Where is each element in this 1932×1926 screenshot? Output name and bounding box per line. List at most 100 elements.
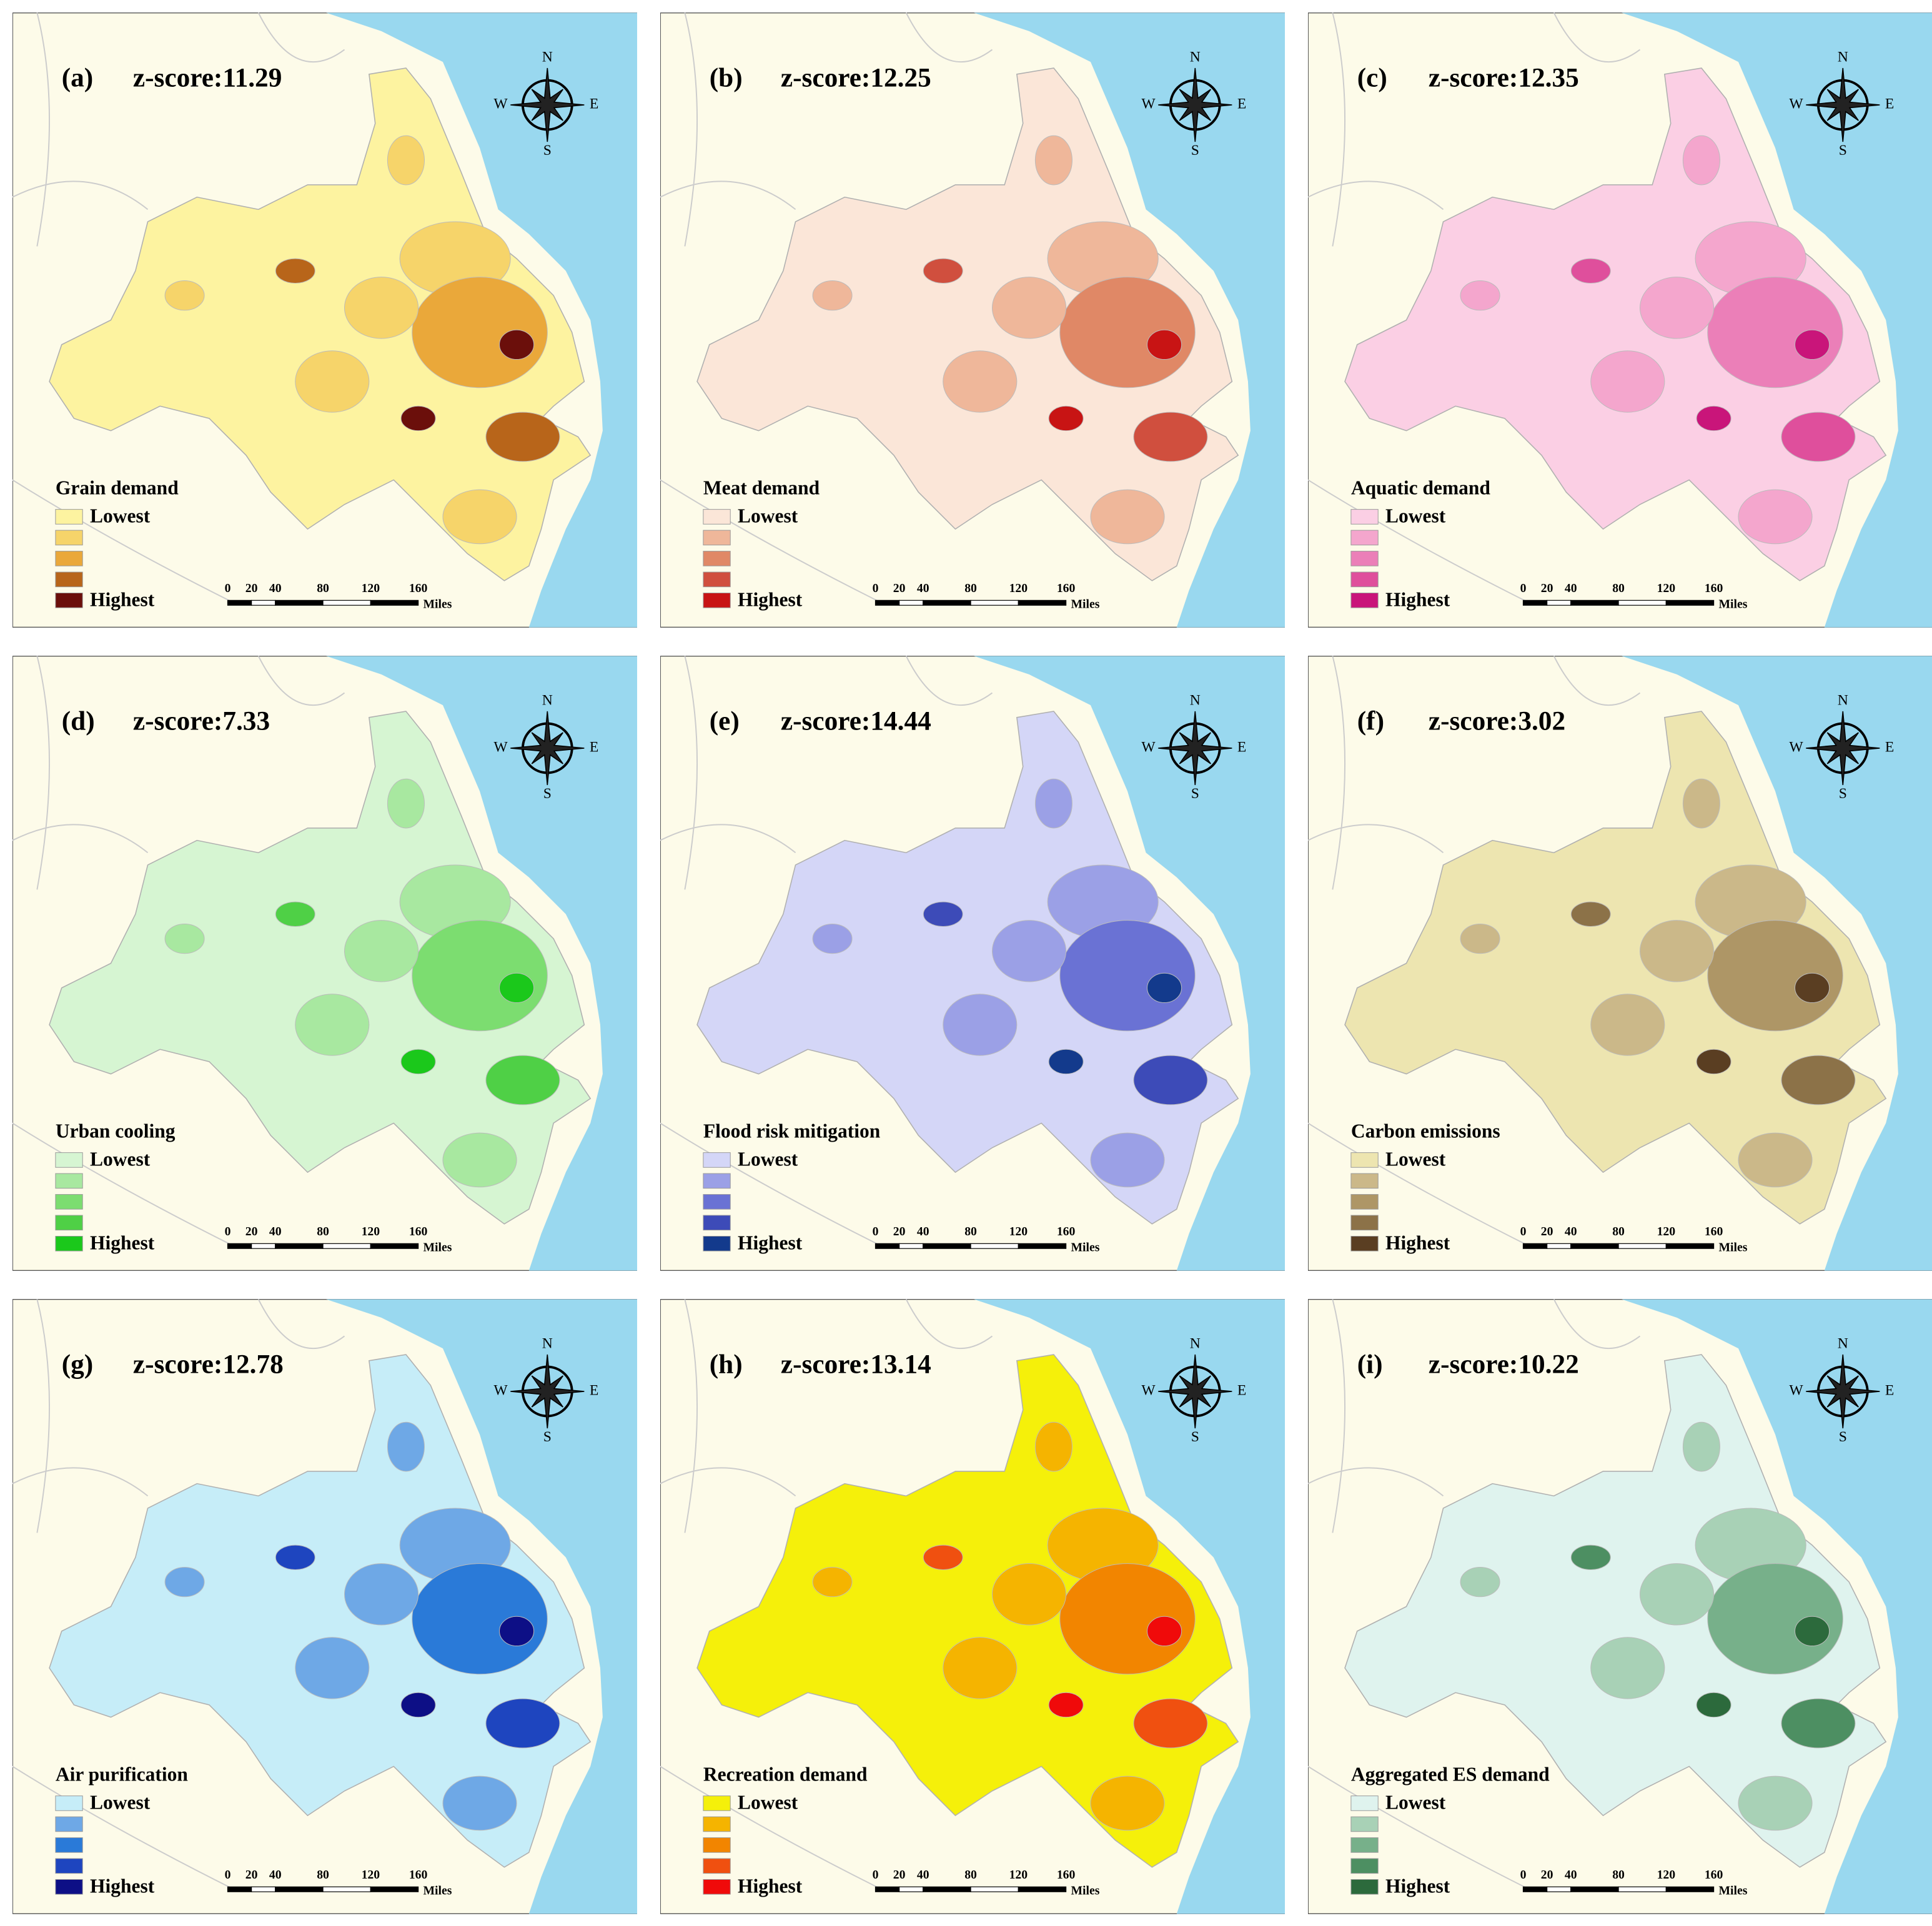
scale-label: 0 — [873, 1225, 879, 1238]
scale-label: 0 — [225, 1225, 231, 1238]
scale-label: 160 — [1705, 1225, 1723, 1238]
district-area — [1460, 1567, 1500, 1598]
compass-w: W — [1141, 739, 1156, 755]
compass-e: E — [590, 739, 598, 755]
compass-star — [1158, 67, 1232, 142]
compass-s: S — [1839, 1429, 1847, 1445]
district-area — [442, 1775, 517, 1831]
scale-label: 160 — [409, 1225, 428, 1238]
compass-n: N — [542, 693, 553, 709]
district-area — [295, 1637, 370, 1699]
scale-segment — [1665, 1886, 1715, 1892]
sea — [973, 12, 1285, 628]
scale-segment — [899, 600, 924, 606]
scale-segment — [322, 600, 371, 606]
legend-low: Lowest — [90, 1792, 151, 1814]
district-area — [943, 1637, 1018, 1699]
legend-swatch — [1350, 1215, 1379, 1231]
sea — [325, 1299, 637, 1914]
district-area — [275, 1544, 315, 1570]
scale-unit: Miles — [423, 598, 452, 611]
legend-swatch — [1350, 1879, 1379, 1895]
compass-e: E — [1237, 96, 1246, 112]
district-area — [344, 277, 419, 339]
compass-n: N — [542, 1336, 553, 1352]
map-panel: (c) z-score:12.35 N S W E Aquatic demand Lowest… — [1308, 12, 1932, 628]
legend-low: Lowest — [738, 1148, 798, 1170]
legend-swatch — [55, 1816, 83, 1832]
district-area — [1570, 258, 1611, 284]
scale-segment — [251, 1886, 276, 1892]
district-area — [344, 920, 419, 982]
sea — [1621, 12, 1932, 628]
district-area — [1059, 277, 1196, 388]
scale-label: 160 — [1057, 1225, 1076, 1238]
legend-swatch — [703, 571, 731, 588]
scale-segment — [899, 1243, 924, 1249]
compass-e: E — [1237, 1382, 1246, 1398]
scale-label: 20 — [1541, 1225, 1553, 1238]
scale-segment — [874, 1886, 900, 1892]
legend-swatch — [55, 1152, 83, 1168]
legend-swatch — [55, 1215, 83, 1231]
scale-segment — [1665, 1243, 1715, 1249]
scale-label: 120 — [362, 1868, 380, 1882]
district-area — [1707, 1563, 1843, 1675]
legend-high: Highest — [90, 1232, 155, 1254]
district-area — [992, 920, 1067, 982]
province-lines — [660, 656, 993, 1247]
scale-segment — [227, 600, 252, 606]
compass-w: W — [1141, 96, 1156, 112]
district-area — [923, 1544, 963, 1570]
sea — [1621, 1299, 1932, 1914]
scale-segment — [874, 600, 900, 606]
compass-star — [1158, 1354, 1232, 1429]
district-area — [1738, 1132, 1813, 1188]
district-area — [1570, 1544, 1611, 1570]
district-area — [1460, 924, 1500, 954]
compass-e: E — [1885, 739, 1894, 755]
scale-label: 160 — [1057, 581, 1076, 595]
compass-n: N — [1190, 693, 1201, 709]
compass-s: S — [1839, 786, 1847, 802]
district-area — [442, 1132, 517, 1188]
legend-title: Meat demand — [703, 477, 820, 498]
district-area — [1048, 1692, 1084, 1718]
sea — [973, 1299, 1285, 1914]
district-area — [1795, 329, 1830, 360]
legend-swatch — [55, 1837, 83, 1853]
scale-label: 0 — [225, 581, 231, 595]
district-area — [275, 901, 315, 927]
scale-label: 20 — [1541, 581, 1553, 595]
legend-swatch — [1350, 1236, 1379, 1252]
legend-swatch — [55, 571, 83, 588]
legend-swatch — [55, 1236, 83, 1252]
scale-label: 80 — [964, 581, 977, 595]
scale-segment — [322, 1243, 371, 1249]
scale-segment — [970, 1243, 1019, 1249]
legend-title: Urban cooling — [56, 1120, 176, 1142]
legend-swatch — [55, 1879, 83, 1895]
district-area — [1090, 1775, 1165, 1831]
legend-swatch — [703, 1215, 731, 1231]
district-area — [1034, 778, 1073, 829]
scale-segment — [322, 1886, 371, 1892]
scale-label: 0 — [1520, 581, 1527, 595]
district-area — [1090, 489, 1165, 545]
district-area — [1707, 920, 1843, 1032]
scale-label: 40 — [1565, 1225, 1577, 1238]
compass-s: S — [543, 1429, 552, 1445]
compass-s: S — [1839, 142, 1847, 159]
scale-segment — [275, 1886, 324, 1892]
panel-label: (h) — [710, 1350, 743, 1380]
scale-label: 0 — [873, 1868, 879, 1882]
panel-label: (c) — [1357, 63, 1387, 93]
district-area — [1781, 412, 1856, 462]
scale-segment — [1547, 600, 1572, 606]
district-area — [400, 405, 436, 432]
scale-unit: Miles — [1718, 1241, 1747, 1255]
scale-segment — [970, 600, 1019, 606]
legend-swatch — [703, 1837, 731, 1853]
district-area — [1696, 1692, 1731, 1718]
compass-star — [1806, 1354, 1880, 1429]
